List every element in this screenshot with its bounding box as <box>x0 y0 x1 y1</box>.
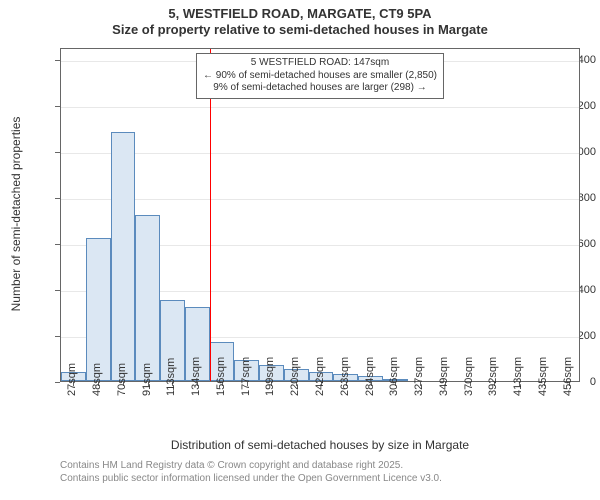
plot-area: 5 WESTFIELD ROAD: 147sqm ← 90% of semi-d… <box>60 48 580 382</box>
marker-line <box>210 49 211 381</box>
histogram-bar <box>135 215 160 381</box>
footer-line2: Contains public sector information licen… <box>60 473 442 486</box>
y-axis-label: Number of semi-detached properties <box>9 47 23 381</box>
annotation-line1: 5 WESTFIELD ROAD: 147sqm <box>203 57 437 70</box>
title-line1: 5, WESTFIELD ROAD, MARGATE, CT9 5PA <box>0 6 600 22</box>
annotation-line2: ← 90% of semi-detached houses are smalle… <box>203 70 437 83</box>
title-line2: Size of property relative to semi-detach… <box>0 22 600 38</box>
histogram-bar <box>111 132 136 381</box>
chart-title: 5, WESTFIELD ROAD, MARGATE, CT9 5PA Size… <box>0 0 600 39</box>
chart-container: 5, WESTFIELD ROAD, MARGATE, CT9 5PA Size… <box>0 0 600 500</box>
x-axis-label: Distribution of semi-detached houses by … <box>60 438 580 452</box>
annotation-box: 5 WESTFIELD ROAD: 147sqm ← 90% of semi-d… <box>196 53 444 99</box>
histogram-bar <box>86 238 111 381</box>
footer-line1: Contains HM Land Registry data © Crown c… <box>60 460 442 473</box>
annotation-line3: 9% of semi-detached houses are larger (2… <box>203 82 437 95</box>
footer-text: Contains HM Land Registry data © Crown c… <box>60 460 442 485</box>
